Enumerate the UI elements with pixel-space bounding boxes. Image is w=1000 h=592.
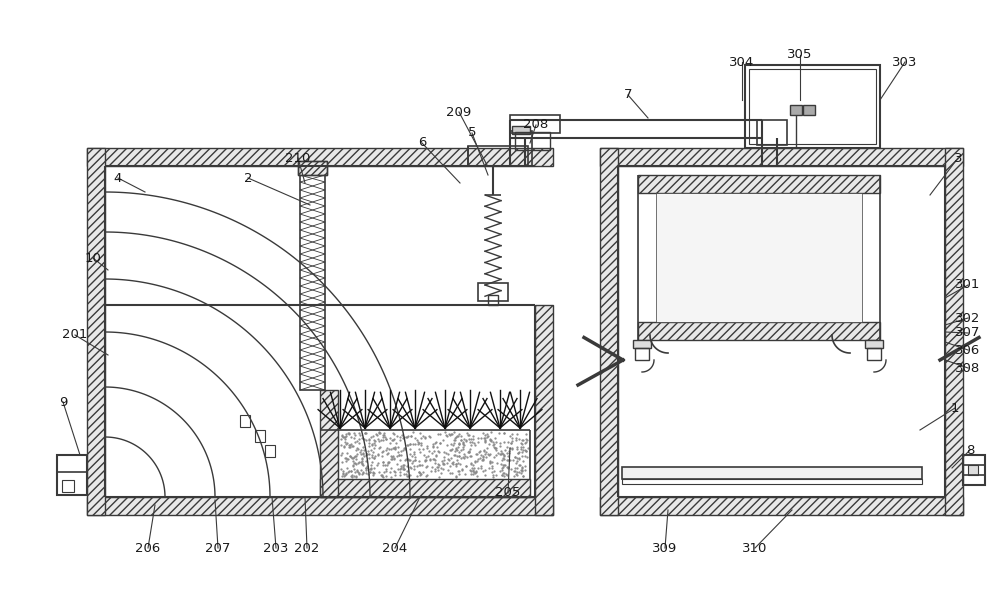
- Bar: [512, 126, 530, 134]
- Text: 204: 204: [382, 542, 408, 555]
- Bar: [600, 148, 618, 515]
- Bar: [478, 283, 508, 301]
- Bar: [745, 65, 880, 148]
- Bar: [298, 161, 327, 175]
- Bar: [300, 175, 325, 390]
- Bar: [87, 497, 553, 515]
- Text: 302: 302: [955, 311, 981, 324]
- Text: 310: 310: [742, 542, 768, 555]
- Text: 8: 8: [966, 443, 974, 456]
- Text: 7: 7: [624, 88, 632, 101]
- Text: 4: 4: [114, 172, 122, 185]
- Bar: [255, 430, 265, 442]
- Bar: [510, 115, 560, 133]
- Text: 201: 201: [62, 329, 88, 342]
- Text: 203: 203: [263, 542, 289, 555]
- Bar: [535, 305, 553, 515]
- Text: 202: 202: [294, 542, 320, 555]
- Bar: [633, 340, 651, 348]
- Text: 210: 210: [285, 152, 311, 165]
- Bar: [622, 467, 922, 479]
- Bar: [600, 497, 963, 515]
- Text: 303: 303: [892, 56, 918, 69]
- Text: 304: 304: [729, 56, 755, 69]
- Bar: [757, 120, 787, 145]
- Bar: [945, 148, 963, 515]
- Text: 10: 10: [85, 252, 101, 265]
- Text: 205: 205: [495, 487, 521, 500]
- Text: 206: 206: [135, 542, 161, 555]
- Bar: [963, 455, 985, 485]
- Bar: [57, 455, 87, 495]
- Text: 209: 209: [446, 105, 472, 118]
- Text: 1: 1: [951, 401, 959, 414]
- Bar: [62, 480, 74, 492]
- Bar: [87, 148, 553, 166]
- Text: 208: 208: [523, 118, 549, 131]
- Bar: [240, 415, 250, 427]
- Text: 6: 6: [418, 137, 426, 150]
- Bar: [298, 161, 327, 175]
- Text: 305: 305: [787, 49, 813, 62]
- Bar: [515, 132, 550, 150]
- Bar: [867, 348, 881, 360]
- Bar: [622, 479, 922, 484]
- Bar: [968, 465, 978, 475]
- Bar: [790, 105, 802, 115]
- Bar: [265, 445, 275, 457]
- Text: 309: 309: [652, 542, 678, 555]
- Bar: [656, 193, 862, 322]
- Text: 307: 307: [955, 327, 981, 339]
- Text: 5: 5: [468, 127, 476, 140]
- Bar: [749, 69, 876, 144]
- Bar: [635, 348, 649, 360]
- Text: 207: 207: [205, 542, 231, 555]
- Bar: [468, 146, 528, 166]
- Bar: [803, 105, 815, 115]
- Text: 301: 301: [955, 278, 981, 291]
- Bar: [87, 148, 105, 515]
- Bar: [510, 131, 532, 166]
- Bar: [865, 340, 883, 348]
- Text: 308: 308: [955, 362, 981, 375]
- Bar: [600, 148, 963, 166]
- Text: 9: 9: [59, 395, 67, 408]
- Bar: [638, 322, 880, 340]
- Text: 306: 306: [955, 343, 981, 356]
- Bar: [638, 175, 880, 193]
- Text: 2: 2: [244, 172, 252, 185]
- Bar: [488, 295, 498, 305]
- Text: 3: 3: [954, 152, 962, 165]
- Bar: [320, 390, 338, 497]
- Bar: [320, 479, 530, 497]
